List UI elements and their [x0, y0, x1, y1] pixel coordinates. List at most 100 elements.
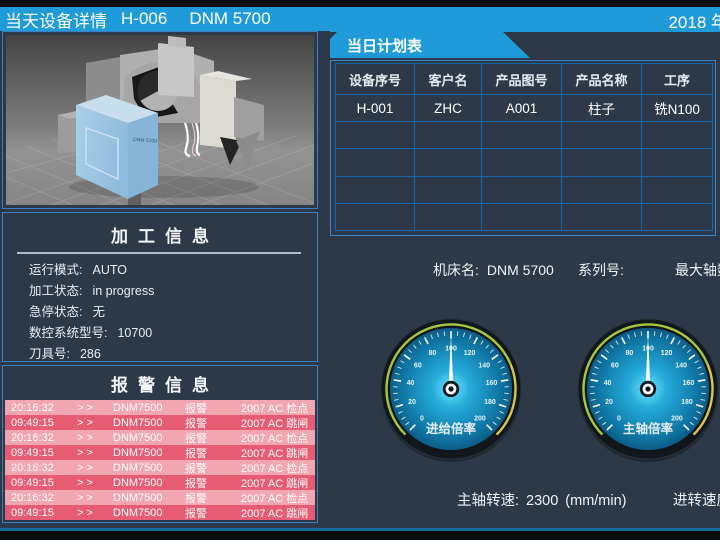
alarm-message: 2007 AC 跳闸 [241, 508, 309, 520]
divider [17, 252, 301, 254]
alarm-time: 20:16:32 [11, 432, 54, 444]
alarm-message: 2007 AC 检点 [241, 463, 309, 475]
alarm-sep: >> [77, 477, 96, 489]
plan-cell-r3-c4 [642, 176, 712, 203]
alarm-time: 09:49:15 [11, 447, 54, 459]
plan-top-line [330, 30, 720, 32]
svg-text:160: 160 [486, 380, 498, 387]
alarm-type: 报警 [185, 433, 207, 445]
plan-cell-r4-c2 [482, 203, 561, 230]
plan-cell-r0-c2[interactable]: A001 [482, 95, 561, 122]
svg-text:40: 40 [407, 380, 415, 387]
info-label: 数控系统型号: [29, 326, 108, 340]
alarm-time: 09:49:15 [11, 477, 54, 489]
gauge-label: 主轴倍率 [623, 421, 674, 436]
alarm-type: 报警 [185, 508, 207, 520]
alarm-type: 报警 [185, 463, 207, 475]
alarm-sep: >> [77, 447, 96, 459]
svg-text:120: 120 [464, 350, 476, 357]
machine-3d-view: DNM 5700 [6, 35, 314, 205]
process-info-fields: 运行模式: AUTO 加工状态: in progress 急停状态: 无数控系统型号: 10… [3, 254, 317, 365]
alarm-device: DNM7500 [113, 447, 163, 459]
alarm-row: 09:49:15 >> DNM7500 报警 2007 AC 跳闸 [5, 505, 315, 520]
svg-text:120: 120 [661, 350, 673, 357]
alarm-sep: >> [77, 507, 96, 519]
bottom-stat-0: 主轴转速: 2300 (mm/min) [457, 493, 627, 509]
alarm-message: 2007 AC 跳闸 [241, 448, 309, 460]
alarm-list: 20:16:32 >> DNM7500 报警 2007 AC 检点 09:49:15 >> D… [5, 400, 315, 520]
process-info-panel: 加工信息 运行模式: AUTO 加工状态: in progress 急停状态: 无数控系统… [2, 212, 318, 362]
tab-daily-plan[interactable]: 当日计划表 [330, 32, 530, 58]
info-label: 运行模式: [29, 263, 83, 277]
svg-text:160: 160 [683, 380, 695, 387]
alarm-row: 20:16:32 >> DNM7500 报警 2007 AC 检点 [5, 460, 315, 475]
info-field-3: 数控系统型号: 10700 [29, 323, 317, 344]
alarm-sep: >> [77, 432, 96, 444]
plan-cell-r1-c4 [642, 122, 712, 149]
gauge-svg: 020406080100120140160180200 进给倍率 [380, 318, 522, 462]
plan-cell-r3-c3 [562, 176, 641, 203]
alarm-row: 09:49:15 >> DNM7500 报警 2007 AC 跳闸 [5, 415, 315, 430]
header-date: 2018 年 [668, 13, 720, 32]
machine-render-panel: DNM 5700 [2, 31, 318, 209]
info-field-1: 加工状态: in progress [29, 281, 317, 302]
gauge-svg: 020406080100120140160180200 主轴倍率 [577, 318, 719, 462]
plan-cell-r1-c0 [336, 122, 414, 149]
alarm-device: DNM7500 [113, 417, 163, 429]
plan-cell-r0-c1[interactable]: ZHC [415, 95, 481, 122]
plan-cell-r0-c4[interactable]: 铣N100 [642, 95, 712, 122]
machine-badge: DNM 5700 [133, 137, 157, 145]
alarm-row: 20:16:32 >> DNM7500 报警 2007 AC 检点 [5, 400, 315, 415]
svg-text:60: 60 [611, 362, 619, 369]
plan-cell-r4-c1 [415, 203, 481, 230]
alarm-time: 09:49:15 [11, 417, 54, 429]
col-header-product: 产品名称 [562, 64, 641, 94]
bottom-line [0, 528, 720, 531]
alarm-message: 2007 AC 检点 [241, 403, 309, 415]
machine-meta-1: 系列号: [578, 262, 624, 278]
col-header-customer: 客户名 [415, 64, 481, 94]
bottom-stat-1: 进转速度 [673, 493, 720, 509]
top-frame-strip [0, 0, 720, 7]
svg-text:40: 40 [604, 380, 612, 387]
plan-cell-r2-c0 [336, 149, 414, 176]
alarm-row: 09:49:15 >> DNM7500 报警 2007 AC 跳闸 [5, 475, 315, 490]
col-header-process: 工序 [642, 64, 712, 94]
tool-coil [183, 122, 201, 158]
plan-cell-r4-c3 [562, 203, 641, 230]
plan-table-panel: 设备序号 客户名 产品图号 产品名称 工序 H-001 ZHC A001 柱子 铣N10… [330, 60, 716, 236]
info-label: 急停状态: [29, 305, 83, 319]
info-field-0: 运行模式: AUTO [29, 260, 317, 281]
svg-text:200: 200 [671, 415, 683, 422]
plan-cell-r2-c4 [642, 149, 712, 176]
info-value: 10700 [117, 326, 153, 340]
page-header: 当天设备详情 H-006 DNM 5700 2018 年 [0, 7, 720, 32]
alarm-row: 09:49:15 >> DNM7500 报警 2007 AC 跳闸 [5, 445, 315, 460]
alarm-device: DNM7500 [113, 462, 163, 474]
alarm-sep: >> [77, 462, 96, 474]
info-label: 加工状态: [29, 284, 83, 298]
alarm-row: 20:16:32 >> DNM7500 报警 2007 AC 检点 [5, 430, 315, 445]
plan-cell-r0-c3[interactable]: 柱子 [562, 95, 641, 122]
info-value: 286 [79, 347, 101, 361]
svg-text:200: 200 [474, 415, 486, 422]
svg-text:80: 80 [428, 350, 436, 357]
machine-meta-0: 机床名: DNM 5700 [433, 262, 554, 278]
plan-cell-r3-c0 [336, 176, 414, 203]
plan-cell-r0-c0[interactable]: H-001 [336, 95, 414, 122]
alarm-device: DNM7500 [113, 402, 163, 414]
svg-text:140: 140 [478, 362, 490, 369]
plan-cell-r4-c4 [642, 203, 712, 230]
svg-text:80: 80 [625, 350, 633, 357]
svg-text:60: 60 [414, 362, 422, 369]
machine-meta-2: 最大轴数 [675, 262, 720, 278]
info-field-2: 急停状态: 无 [29, 302, 317, 323]
alarm-sep: >> [77, 492, 96, 504]
alarm-type: 报警 [185, 493, 207, 505]
alarm-type: 报警 [185, 418, 207, 430]
svg-text:0: 0 [420, 415, 424, 422]
process-info-title: 加工信息 [111, 227, 219, 246]
info-field-4: 刀具号: 286 [29, 344, 317, 365]
alarm-info-panel: 报警信息 20:16:32 >> DNM7500 报警 2007 AC 检点 09:49:… [2, 365, 318, 523]
